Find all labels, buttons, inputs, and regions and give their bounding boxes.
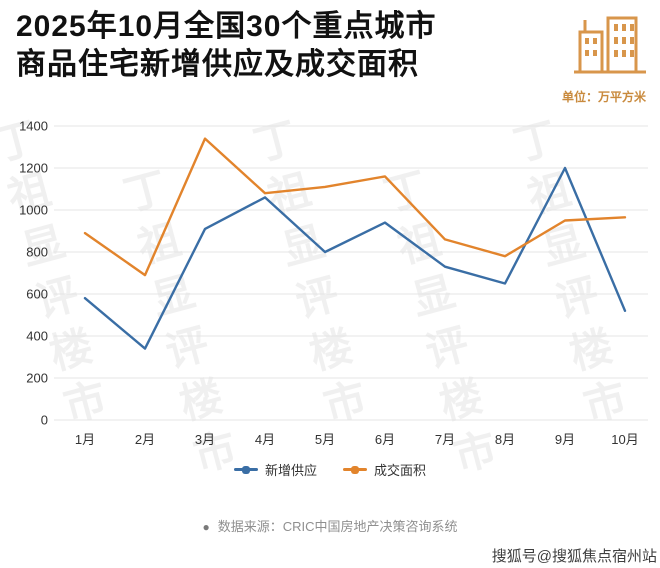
y-tick-label: 600 [26,287,48,302]
buildings-icon [572,6,648,82]
title-line-2: 商品住宅新增供应及成交面积 [16,48,419,82]
x-tick-label: 2月 [135,432,155,447]
supply-transaction-line-chart: 0 200 400 600 800 1000 1200 1400 1月 2月 3月 4月 5月 6月 7月 8… [8,104,652,460]
legend-item-transaction-area: 成交面积 [343,460,426,479]
source-bullet-icon: ● [202,520,210,534]
x-tick-label: 5月 [315,432,335,447]
x-tick-label: 7月 [435,432,455,447]
y-tick-label: 1200 [19,161,48,176]
x-tick-label: 1月 [75,432,95,447]
x-tick-label: 9月 [555,432,575,447]
x-tick-label: 4月 [255,432,275,447]
series-line-成交面积 [83,137,627,277]
y-tick-label: 400 [26,329,48,344]
series-line-新增供应 [83,166,627,350]
title-line-1: 2025年10月全国30个重点城市 [16,10,437,43]
chart-legend: 新增供应 成交面积 [0,460,660,479]
legend-label-new-supply: 新增供应 [264,463,317,478]
bottom-right-watermark: 搜狐号@搜狐焦点宿州站 [491,548,657,565]
y-tick-label: 200 [26,371,48,386]
legend-label-transaction-area: 成交面积 [374,463,427,478]
x-tick-label: 8月 [495,432,515,447]
legend-swatch-transaction-area [343,465,367,474]
x-tick-label: 3月 [195,432,215,447]
legend-swatch-new-supply [233,465,258,474]
y-tick-label: 1400 [19,119,48,134]
x-tick-label: 10月 [611,432,638,447]
y-tick-label: 800 [26,245,48,260]
source-text: 数据来源：CRIC中国房地产决策咨询系统 [217,519,458,534]
y-tick-label: 1000 [19,203,48,218]
legend-item-new-supply: 新增供应 [233,460,317,479]
chart-canvas: 0 200 400 600 800 1000 1200 1400 1月 2月 3月 4月 5月 6月 7月 8… [19,119,648,447]
unit-label: 单位：万平方米 [561,90,646,104]
y-tick-label: 0 [41,413,48,428]
page-title: 2025年10月全国30个重点城市 商品住宅新增供应及成交面积 [16,8,550,84]
data-source: ● 数据来源：CRIC中国房地产决策咨询系统 [0,516,660,535]
x-tick-label: 6月 [375,432,395,447]
